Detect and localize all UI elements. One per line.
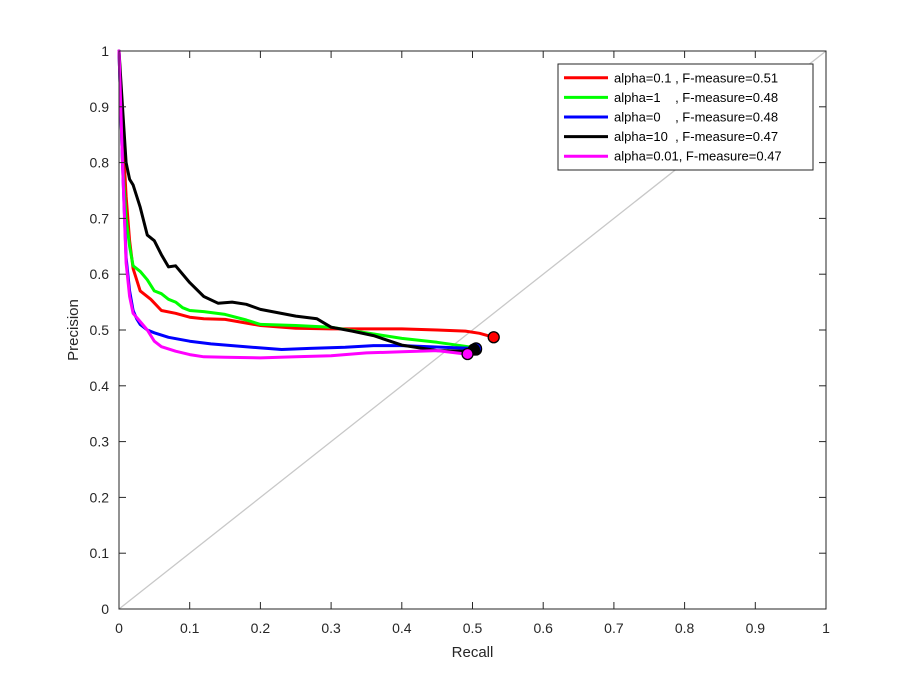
x-tick-label: 1 [822,620,830,636]
y-axis-label: Precision [65,299,82,361]
x-tick-label: 0.4 [392,620,412,636]
x-tick-label: 0.6 [533,620,553,636]
legend-label-4: alpha=0.01, F-measure=0.47 [614,149,782,164]
y-tick-label: 0.7 [90,210,110,226]
x-tick-label: 0.8 [675,620,695,636]
y-tick-label: 0.6 [90,266,110,282]
y-tick-label: 0 [101,601,109,617]
legend-label-2: alpha=0 , F-measure=0.48 [614,110,778,125]
x-tick-label: 0.5 [463,620,483,636]
x-axis-label: Recall [452,644,494,661]
y-tick-label: 0.4 [90,378,110,394]
x-tick-label: 0.1 [180,620,200,636]
x-tick-labels: 0 0.1 0.2 0.3 0.4 0.5 0.6 0.7 0.8 0.9 1 [115,620,830,636]
y-tick-label: 0.3 [90,434,110,450]
x-tick-label: 0.3 [321,620,341,636]
x-tick-label: 0.7 [604,620,624,636]
x-tick-label: 0.9 [746,620,766,636]
x-tick-label: 0 [115,620,123,636]
y-tick-label: 0.8 [90,155,110,171]
y-tick-label: 0.2 [90,489,110,505]
legend: alpha=0.1 , F-measure=0.51 alpha=1 , F-me… [557,63,814,171]
y-tick-label: 0.9 [90,99,110,115]
y-tick-label: 1 [101,43,109,59]
legend-label-3: alpha=10 , F-measure=0.47 [614,129,778,144]
series-layer [117,49,500,361]
series-line-4 [117,49,467,360]
legend-label-0: alpha=0.1 , F-measure=0.51 [614,70,778,85]
series-endpoint-0 [487,331,500,344]
x-tick-label: 0.2 [251,620,271,636]
legend-label-1: alpha=1 , F-measure=0.48 [614,90,778,105]
axes-layer [118,50,827,610]
series-endpoint-4 [461,347,474,361]
y-tick-label: 0.5 [90,322,110,338]
series-line-3 [117,49,474,353]
y-tick-label: 0.1 [90,545,110,561]
y-tick-labels: 0 0.1 0.2 0.3 0.4 0.5 0.6 0.7 0.8 0.9 1 [90,43,110,617]
